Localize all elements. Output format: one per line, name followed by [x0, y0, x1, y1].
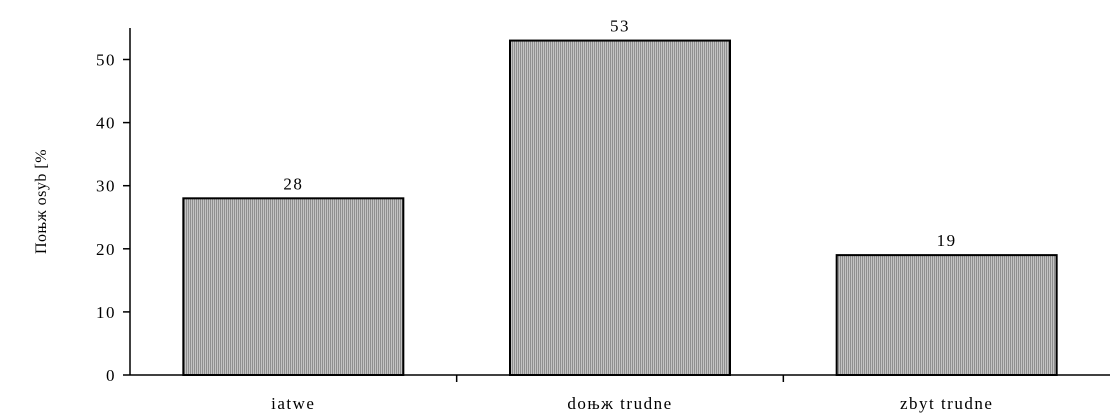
- y-tick-label: 50: [96, 51, 116, 70]
- y-tick-label: 20: [96, 240, 116, 259]
- y-tick-label: 0: [106, 366, 116, 385]
- x-category-label: zbyt trudne: [900, 394, 993, 413]
- axes-layer: 0 10 20 30 40 50 iatwe doњж trudne zbyt trudne: [96, 28, 1110, 413]
- x-category-label: iatwe: [271, 394, 315, 413]
- bar: [835, 254, 1058, 376]
- bar-data-label: 19: [937, 231, 957, 250]
- y-axis-title: Поњж osyb [%: [33, 149, 50, 254]
- bar-data-label: 28: [283, 174, 303, 193]
- x-category-label: doњж trudne: [567, 394, 672, 413]
- bar-data-label: 53: [610, 17, 630, 36]
- bar: [182, 197, 405, 376]
- bars-layer: 28 53 19: [182, 17, 1058, 376]
- bar: [509, 39, 731, 376]
- y-tick-label: 30: [96, 177, 116, 196]
- y-tick-label: 40: [96, 114, 116, 133]
- y-tick-label: 10: [96, 303, 116, 322]
